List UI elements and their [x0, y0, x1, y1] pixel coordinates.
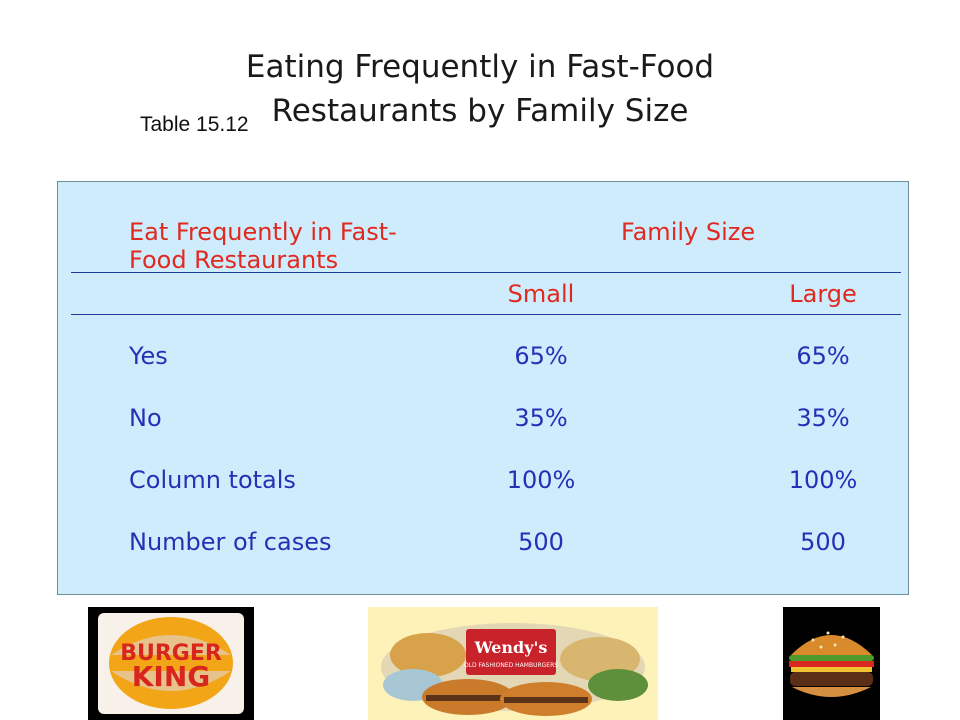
row-label-no: No	[129, 404, 162, 432]
family-size-header: Family Size	[621, 218, 756, 246]
wendys-food-image: Wendy's OLD FASHIONED HAMBURGERS	[368, 607, 658, 720]
cell-no-small: 35%	[514, 404, 568, 432]
row-label-number-of-cases: Number of cases	[129, 528, 332, 556]
cell-no-large: 35%	[796, 404, 850, 432]
svg-text:KING: KING	[132, 660, 211, 693]
slide-title: Eating Frequently in Fast-Food Restauran…	[0, 45, 960, 133]
svg-text:OLD FASHIONED HAMBURGERS: OLD FASHIONED HAMBURGERS	[464, 662, 558, 669]
header-rule-bottom	[71, 314, 901, 315]
cell-yes-large: 65%	[796, 342, 850, 370]
cell-totals-small: 100%	[506, 466, 576, 494]
row-header-line-2: Food Restaurants	[129, 246, 339, 274]
title-line-2: Restaurants by Family Size	[271, 93, 689, 129]
column-header-large: Large	[789, 280, 857, 308]
cell-totals-large: 100%	[788, 466, 858, 494]
row-label-column-totals: Column totals	[129, 466, 296, 494]
table-panel: Eat Frequently in Fast- Food Restaurants…	[57, 181, 909, 595]
row-label-yes: Yes	[129, 342, 168, 370]
hamburger-image	[783, 607, 880, 720]
title-line-1: Eating Frequently in Fast-Food	[245, 49, 715, 85]
header-rule-top	[71, 272, 901, 273]
svg-text:BURGER: BURGER	[120, 641, 222, 666]
svg-text:Wendy's: Wendy's	[474, 638, 548, 657]
cell-yes-small: 65%	[514, 342, 568, 370]
hamburger-icon	[783, 607, 880, 720]
table-number-label: Table 15.12	[140, 113, 249, 136]
cell-cases-small: 500	[518, 528, 564, 556]
burger-king-logo-icon: BURGER KING	[88, 607, 254, 720]
wendys-food-icon: Wendy's OLD FASHIONED HAMBURGERS	[368, 607, 658, 720]
cell-cases-large: 500	[800, 528, 846, 556]
burger-king-logo-image: BURGER KING	[88, 607, 254, 720]
column-header-small: Small	[507, 280, 575, 308]
row-header-line-1: Eat Frequently in Fast-	[129, 218, 397, 246]
